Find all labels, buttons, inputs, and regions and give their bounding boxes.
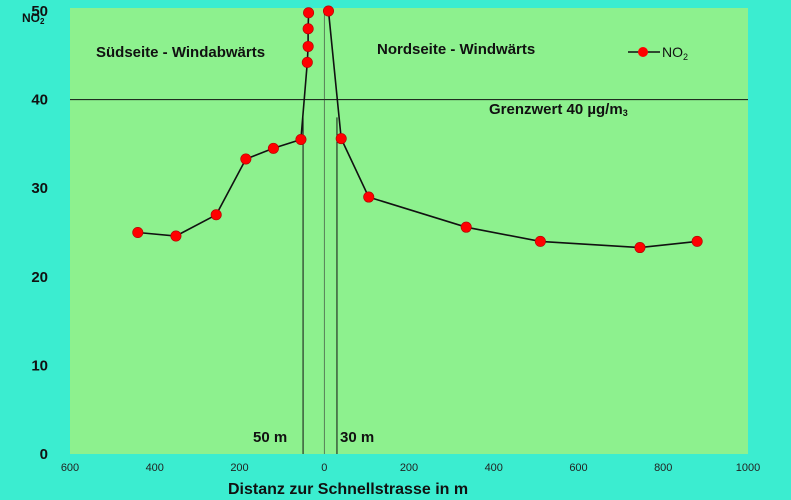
y-tick-label: 10 xyxy=(31,357,48,374)
data-point xyxy=(363,191,375,203)
plot-area xyxy=(70,8,748,454)
y-axis-label-sub: 2 xyxy=(40,17,45,26)
data-point xyxy=(267,142,279,154)
series-no2 xyxy=(132,5,703,254)
x-ticks: 600 400 200 0 200 400 600 800 1000 xyxy=(61,462,760,474)
data-point xyxy=(132,227,144,239)
data-point xyxy=(170,230,182,242)
x-tick-label: 200 xyxy=(230,462,248,474)
x-tick-label: 1000 xyxy=(736,462,760,474)
annotation-north: Nordseite - Windwärts xyxy=(377,41,535,58)
data-point xyxy=(322,5,334,17)
x-tick-label: 0 xyxy=(321,462,327,474)
y-tick-label: 50 xyxy=(31,3,48,20)
annotation-left-distance: 50 m xyxy=(253,429,287,446)
x-tick-label: 400 xyxy=(146,462,164,474)
data-point xyxy=(301,56,313,68)
data-point xyxy=(302,40,314,52)
data-point xyxy=(335,133,347,145)
y-tick-label: 20 xyxy=(31,269,48,286)
data-point xyxy=(210,209,222,221)
x-tick-label: 600 xyxy=(569,462,587,474)
legend: NO2 xyxy=(628,44,688,62)
data-point xyxy=(691,235,703,247)
annotation-limit-sub: 3 xyxy=(623,108,628,118)
legend-label-main: NO xyxy=(662,44,683,60)
legend-marker xyxy=(638,47,648,57)
y-ticks: 0 10 20 30 40 50 xyxy=(31,3,48,463)
annotation-limit: Grenzwert 40 µg/m3 xyxy=(489,101,628,118)
y-axis-label-main: NO xyxy=(22,11,40,25)
annotation-limit-main: Grenzwert 40 µg/m xyxy=(489,101,623,118)
y-tick-label: 40 xyxy=(31,92,48,109)
y-tick-label: 30 xyxy=(31,180,48,197)
reference-lines xyxy=(70,8,748,454)
data-point xyxy=(302,23,314,35)
x-tick-label: 200 xyxy=(400,462,418,474)
legend-label-sub: 2 xyxy=(683,52,688,62)
x-tick-label: 800 xyxy=(654,462,672,474)
data-point xyxy=(240,153,252,165)
y-axis-label: NO2 xyxy=(22,11,45,26)
data-point xyxy=(303,7,315,19)
x-tick-label: 600 xyxy=(61,462,79,474)
series-line-left xyxy=(137,12,310,237)
annotation-south: Südseite - Windabwärts xyxy=(96,44,265,61)
data-point xyxy=(634,242,646,254)
legend-label: NO2 xyxy=(662,44,688,62)
x-axis-label: Distanz zur Schnellstrasse in m xyxy=(228,481,468,498)
x-tick-label: 400 xyxy=(485,462,503,474)
data-point xyxy=(460,221,472,233)
data-point xyxy=(534,235,546,247)
annotation-right-distance: 30 m xyxy=(340,429,374,446)
data-point xyxy=(295,133,307,145)
y-tick-label: 0 xyxy=(40,446,48,463)
